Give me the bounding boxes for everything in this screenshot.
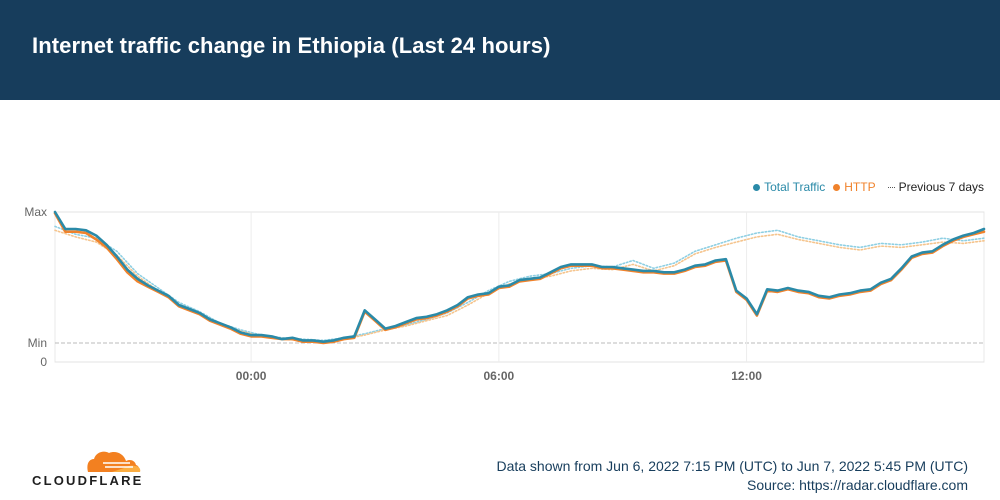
legend-total-label: Total Traffic	[764, 180, 826, 194]
cloudflare-logo-icon	[87, 451, 141, 472]
legend-previous-dash-icon	[887, 186, 895, 188]
legend-item-http[interactable]: HTTP	[833, 180, 876, 194]
series-line-0	[53, 210, 986, 343]
x-tick-label: 00:00	[236, 369, 267, 383]
x-tick-label: 06:00	[484, 369, 515, 383]
legend-http-label: HTTP	[844, 180, 876, 194]
series-line-2	[54, 225, 985, 342]
page-header: Internet traffic change in Ethiopia (Las…	[0, 0, 1000, 100]
logo-text: CLOUDFLARE	[32, 473, 144, 488]
legend-previous-label: Previous 7 days	[898, 180, 984, 194]
chart-legend: Total Traffic HTTP Previous 7 days	[753, 180, 984, 194]
y-tick-label: Min	[28, 336, 47, 350]
y-tick-label: Max	[24, 205, 47, 219]
legend-item-total[interactable]: Total Traffic	[753, 180, 825, 194]
y-tick-label: 0	[40, 355, 47, 369]
footer-info: Data shown from Jun 6, 2022 7:15 PM (UTC…	[496, 457, 968, 495]
traffic-chart: 00:00 06:00 12:00 Max Min 0	[24, 205, 986, 383]
series-line-3	[54, 229, 985, 343]
page-title: Internet traffic change in Ethiopia (Las…	[32, 33, 551, 58]
source-link[interactable]: Source: https://radar.cloudflare.com	[747, 477, 968, 493]
plot-frame	[54, 211, 985, 363]
date-range-text: Data shown from Jun 6, 2022 7:15 PM (UTC…	[496, 458, 968, 474]
x-tick-label: 12:00	[731, 369, 762, 383]
legend-total-dot-icon	[753, 183, 761, 191]
legend-http-dot-icon	[833, 183, 841, 191]
legend-item-previous[interactable]: Previous 7 days	[887, 180, 984, 194]
